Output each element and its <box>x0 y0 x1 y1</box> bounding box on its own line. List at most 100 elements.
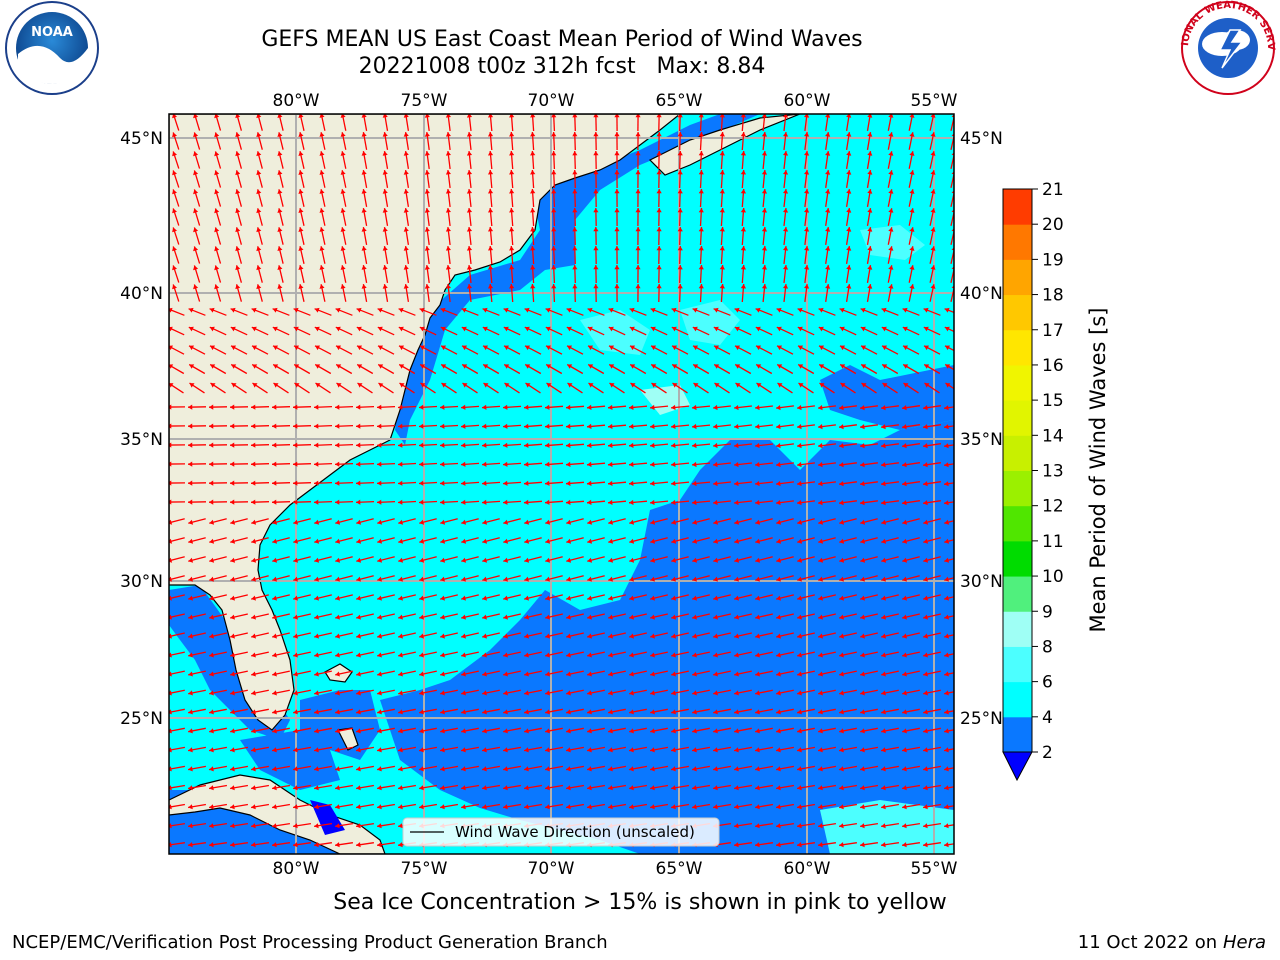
wind-wave-arrow <box>319 265 326 283</box>
wind-wave-arrow <box>461 651 479 658</box>
wind-wave-arrow <box>530 114 536 132</box>
wind-wave-arrow <box>804 265 810 283</box>
wind-wave-arrow <box>214 246 222 264</box>
wind-wave-arrow <box>713 326 731 336</box>
wind-wave-arrow <box>229 480 249 486</box>
wind-wave-arrow <box>356 326 374 336</box>
wind-wave-arrow <box>860 405 878 411</box>
wind-wave-arrow <box>713 537 731 544</box>
wind-wave-arrow <box>169 345 185 355</box>
wind-wave-arrow <box>403 188 410 208</box>
wind-wave-arrow <box>839 689 857 696</box>
wind-wave-arrow <box>671 689 689 696</box>
wind-wave-arrow <box>172 170 180 188</box>
wind-wave-arrow <box>586 746 606 753</box>
wind-wave-arrow <box>670 404 690 410</box>
wind-wave-arrow <box>335 632 353 639</box>
wind-wave-arrow <box>755 575 773 582</box>
wind-wave-arrow <box>424 170 430 188</box>
wind-wave-arrow <box>671 594 689 601</box>
wind-wave-arrow <box>881 670 899 677</box>
wind-wave-arrow <box>698 150 704 170</box>
wind-wave-arrow <box>208 784 228 791</box>
wind-wave-arrow <box>293 842 311 848</box>
wind-wave-arrow <box>440 708 458 715</box>
wind-wave-arrow <box>776 462 794 468</box>
wind-wave-arrow <box>356 613 374 620</box>
wind-wave-arrow <box>881 575 899 582</box>
wind-wave-arrow <box>419 689 437 696</box>
wind-wave-arrow <box>607 461 627 467</box>
wind-wave-arrow <box>922 822 942 829</box>
wind-wave-arrow <box>503 345 521 355</box>
wind-wave-arrow <box>230 594 248 601</box>
wind-wave-arrow <box>608 594 626 601</box>
wind-wave-arrow <box>719 188 725 208</box>
wind-wave-arrow <box>908 246 915 264</box>
wind-wave-arrow <box>524 307 542 316</box>
wind-wave-arrow <box>818 307 836 316</box>
wind-wave-arrow <box>629 651 647 658</box>
wind-wave-arrow <box>797 594 815 601</box>
wind-wave-arrow <box>908 265 915 283</box>
wind-wave-arrow <box>256 227 263 245</box>
wind-wave-arrow <box>398 708 416 715</box>
wind-wave-arrow <box>250 461 270 467</box>
wind-wave-arrow <box>334 442 354 448</box>
wind-wave-arrow <box>335 575 353 582</box>
colorbar-segment <box>1003 611 1032 647</box>
wind-wave-arrow <box>740 131 746 151</box>
wind-wave-arrow <box>859 822 879 829</box>
wind-wave-arrow <box>839 462 857 468</box>
wind-wave-arrow <box>251 842 269 848</box>
wind-wave-arrow <box>188 708 206 715</box>
wind-wave-arrow <box>923 518 941 525</box>
wind-wave-arrow <box>650 307 668 316</box>
wind-wave-arrow <box>691 442 711 449</box>
wind-wave-arrow <box>230 651 248 658</box>
wind-wave-arrow <box>817 765 837 772</box>
wind-wave-arrow <box>628 765 648 772</box>
wind-wave-arrow <box>677 114 683 132</box>
wind-wave-arrow <box>754 746 774 753</box>
wind-wave-arrow <box>796 784 816 791</box>
lon-label-top: 70°W <box>528 91 575 111</box>
wind-wave-arrow <box>797 443 815 449</box>
wind-wave-arrow <box>440 363 458 375</box>
wind-wave-arrow <box>445 114 451 131</box>
wind-wave-arrow <box>923 727 941 734</box>
wind-wave-arrow <box>650 556 668 563</box>
wind-wave-arrow <box>614 150 620 170</box>
wind-wave-arrow <box>298 284 305 302</box>
wind-wave-arrow <box>524 345 542 355</box>
producer-credit: NCEP/EMC/Verification Post Processing Pr… <box>12 932 608 953</box>
wind-wave-arrow <box>944 424 954 430</box>
wind-wave-arrow <box>775 822 795 829</box>
wind-wave-arrow <box>398 651 416 658</box>
wind-wave-arrow <box>298 265 305 283</box>
wind-wave-arrow <box>398 518 416 525</box>
wind-wave-arrow <box>572 264 578 284</box>
wind-wave-arrow <box>593 150 599 170</box>
wind-wave-arrow <box>887 151 894 169</box>
wind-wave-arrow <box>229 803 249 810</box>
wind-wave-arrow <box>271 404 291 410</box>
wind-wave-arrow <box>271 442 291 448</box>
wind-wave-arrow <box>187 480 207 486</box>
wind-wave-arrow <box>670 784 690 791</box>
wind-wave-arrow <box>235 246 243 264</box>
wind-wave-arrow <box>530 283 536 303</box>
wind-wave-arrow <box>839 651 857 658</box>
wind-wave-arrow <box>944 633 954 639</box>
wind-wave-arrow <box>776 613 794 620</box>
wind-wave-arrow <box>818 613 836 620</box>
wind-wave-arrow <box>572 226 578 246</box>
wind-wave-arrow <box>235 132 243 150</box>
wind-wave-arrow <box>298 114 305 131</box>
wind-wave-arrow <box>901 765 921 772</box>
wind-wave-arrow <box>208 404 228 410</box>
wind-wave-arrow <box>776 326 794 336</box>
wind-wave-arrow <box>740 150 746 170</box>
wind-wave-arrow <box>691 461 711 468</box>
wind-wave-arrow <box>677 226 683 246</box>
